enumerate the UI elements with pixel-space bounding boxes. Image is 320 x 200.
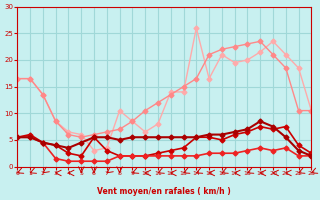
X-axis label: Vent moyen/en rafales ( km/h ): Vent moyen/en rafales ( km/h ) [98, 187, 231, 196]
